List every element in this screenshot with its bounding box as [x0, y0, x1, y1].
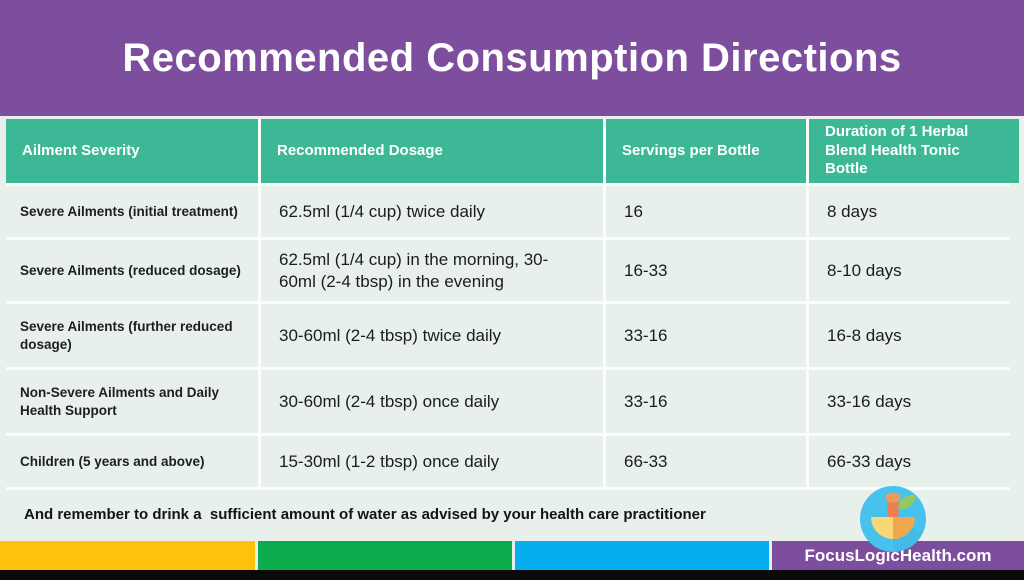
table-row-5-dosage: 15-30ml (1-2 tbsp) once daily	[261, 436, 603, 487]
bottom-black-strip	[0, 570, 1024, 580]
col-header-servings-per-bottle: Servings per Bottle	[606, 119, 806, 183]
page-title: Recommended Consumption Directions	[122, 35, 902, 80]
website-link[interactable]: FocusLogicHealth.com	[804, 545, 992, 565]
table-row-4-servings: 33-16	[606, 370, 806, 433]
bar-segment-yellow	[0, 541, 255, 570]
table-row-1-servings: 16	[606, 186, 806, 237]
bar-segment-purple: FocusLogicHealth.com	[772, 541, 1024, 570]
table-row-1-severity: Severe Ailments (initial treatment)	[6, 186, 258, 237]
table-row-2-dosage: 62.5ml (1/4 cup) in the morning, 30-60ml…	[261, 240, 603, 301]
col-header-recommended-dosage: Recommended Dosage	[261, 119, 603, 183]
table-row-5-duration: 66-33 days	[809, 436, 1019, 487]
table-row-4-severity: Non-Severe Ailments and Daily Health Sup…	[6, 370, 258, 433]
col-header-duration: Duration of 1 Herbal Blend Health Tonic …	[809, 119, 1019, 183]
title-banner: Recommended Consumption Directions	[0, 0, 1024, 116]
table-row-5-servings: 66-33	[606, 436, 806, 487]
table-row-1-dosage: 62.5ml (1/4 cup) twice daily	[261, 186, 603, 237]
table-row-2-severity: Severe Ailments (reduced dosage)	[6, 240, 258, 301]
bar-segment-green	[258, 541, 512, 570]
table-row-3-servings: 33-16	[606, 304, 806, 367]
col-header-ailment-severity: Ailment Severity	[6, 119, 258, 183]
table-row-4-dosage: 30-60ml (2-4 tbsp) once daily	[261, 370, 603, 433]
table-row-3-dosage: 30-60ml (2-4 tbsp) twice daily	[261, 304, 603, 367]
table-row-3-severity: Severe Ailments (further reduced dosage)	[6, 304, 258, 367]
table-row-3-duration: 16-8 days	[809, 304, 1019, 367]
table-row-4-duration: 33-16 days	[809, 370, 1019, 433]
table-row-1-duration: 8 days	[809, 186, 1019, 237]
table-row-2-servings: 16-33	[606, 240, 806, 301]
bottom-color-bar: FocusLogicHealth.com	[0, 541, 1024, 570]
mortar-and-pestle-logo-icon	[860, 486, 926, 552]
water-advice-note: And remember to drink a sufficient amoun…	[6, 490, 1019, 538]
consumption-table: Ailment Severity Recommended Dosage Serv…	[6, 119, 1019, 538]
table-row-5-severity: Children (5 years and above)	[6, 436, 258, 487]
bar-segment-blue	[515, 541, 769, 570]
table-row-2-duration: 8-10 days	[809, 240, 1019, 301]
